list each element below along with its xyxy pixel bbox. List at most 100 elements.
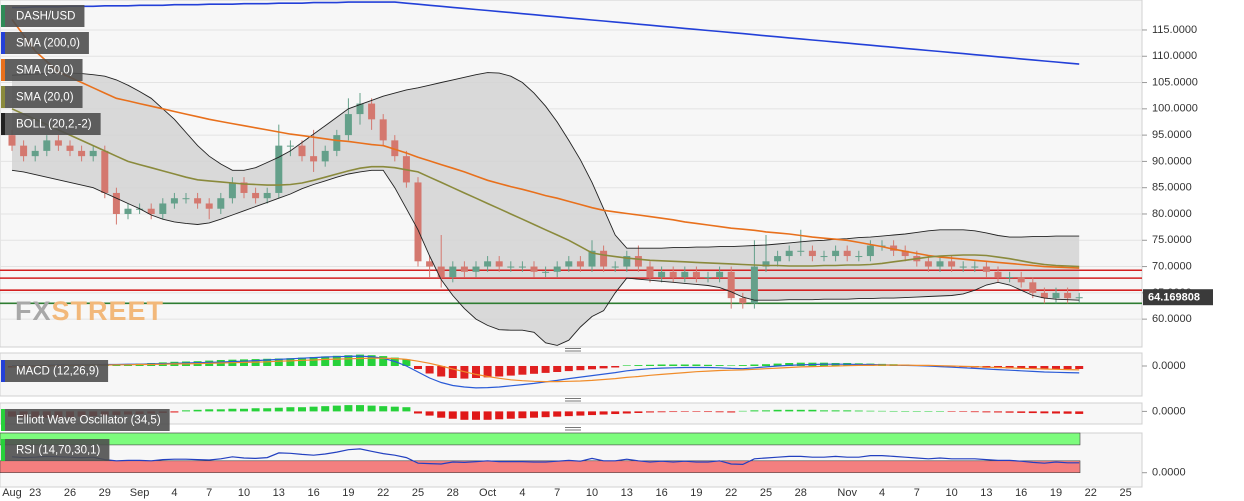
legend-box xyxy=(1,113,101,135)
candle-body xyxy=(136,208,144,210)
candle-body xyxy=(391,140,399,157)
histogram-bar xyxy=(715,365,724,366)
y-tick-label: 0.0000 xyxy=(1152,405,1186,417)
histogram-bar xyxy=(414,365,422,369)
candle-body xyxy=(344,114,352,136)
candle-body xyxy=(669,271,677,278)
candle-body xyxy=(658,271,666,278)
histogram-bar xyxy=(309,356,318,366)
legend-entry: SMA (20,0) xyxy=(1,86,83,108)
legend-box xyxy=(1,59,83,81)
histogram-bar xyxy=(1040,411,1049,414)
candle-body xyxy=(959,266,967,268)
x-tick-label: 29 xyxy=(99,487,111,499)
histogram-bar xyxy=(820,410,828,412)
histogram-bar xyxy=(588,365,596,370)
candle-body xyxy=(820,256,828,258)
histogram-bar xyxy=(936,411,944,412)
histogram-bar xyxy=(657,364,666,366)
histogram-bar xyxy=(1005,365,1014,369)
pane-handle[interactable] xyxy=(565,348,581,431)
legend-swatch xyxy=(1,113,5,135)
histogram-bar xyxy=(599,365,608,369)
mark-layer xyxy=(0,1,1142,466)
candle-body xyxy=(101,150,109,193)
histogram-bar xyxy=(414,411,422,414)
histogram-bar xyxy=(785,409,794,412)
candle-body xyxy=(449,266,457,278)
histogram-bar xyxy=(274,358,283,366)
y-tick-label: 90.0000 xyxy=(1152,155,1192,167)
y-tick-label: 80.0000 xyxy=(1152,208,1192,220)
candle-body xyxy=(20,145,28,157)
candle-body xyxy=(924,261,932,267)
band-line xyxy=(11,72,1080,249)
y-tick-label: 85.0000 xyxy=(1152,182,1192,194)
histogram-bar xyxy=(634,365,643,366)
x-tick-label: 7 xyxy=(914,487,920,499)
x-tick-label: 4 xyxy=(171,487,177,499)
moving-average xyxy=(11,19,1080,269)
candle-body xyxy=(553,266,561,272)
histogram-bar xyxy=(286,407,295,412)
histogram-bar xyxy=(182,410,190,412)
histogram-bar xyxy=(750,410,759,412)
band-fill xyxy=(12,72,1080,346)
candle-body xyxy=(298,145,306,157)
histogram-bar xyxy=(367,405,376,412)
histogram-bar xyxy=(251,408,260,412)
moving-average xyxy=(11,108,1080,268)
candle-body xyxy=(808,250,816,257)
x-tick-label: 4 xyxy=(519,487,525,499)
candle-body xyxy=(971,266,979,268)
legend-label: BOLL (20,2,-2) xyxy=(16,119,92,131)
legend-swatch xyxy=(1,86,5,108)
histogram-bar xyxy=(402,407,411,412)
histogram-bar xyxy=(530,411,538,418)
candle-body xyxy=(1064,292,1072,299)
candle-body xyxy=(866,245,874,257)
price-tag xyxy=(1143,289,1213,306)
candle-body xyxy=(310,156,318,162)
candle-body xyxy=(31,150,39,157)
histogram-bar xyxy=(332,355,341,366)
x-tick-label: 23 xyxy=(29,487,41,499)
candle-body xyxy=(588,250,596,267)
histogram-bar xyxy=(843,410,852,412)
histogram-bar xyxy=(298,407,306,412)
histogram-bar xyxy=(588,411,596,416)
candle-body xyxy=(576,261,584,267)
candle-body xyxy=(8,135,16,146)
histogram-bar xyxy=(541,365,550,373)
histogram-bar xyxy=(263,408,272,412)
candle-body xyxy=(89,150,97,157)
x-tick-label: 19 xyxy=(1050,487,1062,499)
candle-body xyxy=(147,208,155,214)
x-tick-label: 13 xyxy=(980,487,992,499)
histogram-bar xyxy=(1040,365,1049,369)
histogram-bar xyxy=(1005,411,1014,413)
candle-body xyxy=(460,266,468,272)
candle-body xyxy=(472,266,480,272)
histogram-bar xyxy=(680,364,689,366)
candle-body xyxy=(634,256,642,267)
candle-body xyxy=(797,250,805,252)
histogram-bar xyxy=(831,410,840,412)
candle-body xyxy=(542,271,550,273)
y-tick-label: 100.0000 xyxy=(1152,103,1198,115)
y-tick-label: 95.0000 xyxy=(1152,129,1192,141)
candle-body xyxy=(321,150,329,162)
candle-body xyxy=(182,198,190,200)
histogram-bar xyxy=(564,411,573,417)
legend-box xyxy=(1,409,170,431)
histogram-bar xyxy=(773,409,782,412)
histogram-bar xyxy=(483,365,492,378)
legend-box xyxy=(1,5,85,27)
histogram-bar xyxy=(367,355,376,366)
histogram-bar xyxy=(425,365,434,374)
candle-body xyxy=(263,192,271,199)
candle-body xyxy=(170,198,178,204)
histogram-bar xyxy=(796,409,805,412)
histogram-bar xyxy=(704,411,712,413)
legend-swatch xyxy=(1,32,5,54)
